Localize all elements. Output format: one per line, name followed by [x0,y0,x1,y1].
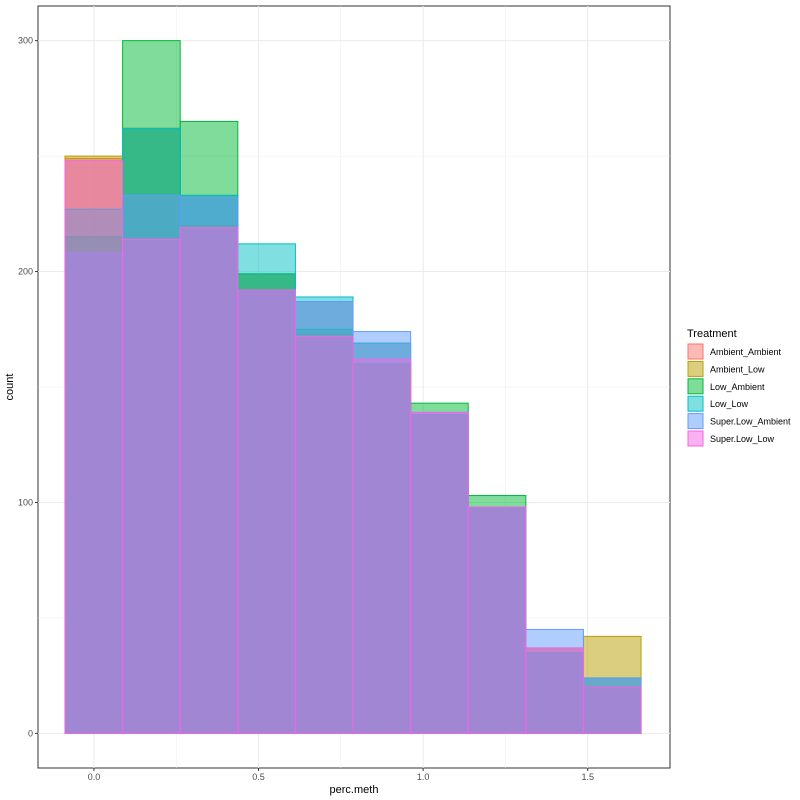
legend-key [687,378,704,395]
bar-super-low-low [294,335,354,734]
x-tick-label: 0.0 [88,772,101,782]
bar-super-low-low [64,160,124,734]
y-tick-label: 300 [18,36,33,46]
x-axis-title: perc.meth [330,784,379,796]
legend-key [687,343,704,360]
bar-super-low-low [352,358,412,734]
bar-super-low-low [525,647,584,734]
legend-label: Low_Ambient [710,382,765,392]
x-tick-label: 1.0 [417,772,430,782]
bar-super-low-low [237,289,296,734]
bar-super-low-low [410,411,469,734]
y-tick-label: 100 [18,497,33,507]
legend: Treatment Ambient_Ambient Ambient_Low Low_… [687,328,791,447]
legend-title: Treatment [687,328,737,340]
bar-super-low-low [582,686,642,734]
y-axis: 0 100 200 300 [18,36,38,738]
legend-key [687,413,704,430]
legend-key [687,395,704,412]
histogram-bars [64,40,642,734]
y-tick-label: 0 [28,728,33,738]
bar-super-low-low [179,227,239,734]
bar-super-low-low [467,506,527,734]
legend-label: Ambient_Low [710,364,765,374]
y-tick-label: 200 [18,267,33,277]
legend-key [687,360,704,377]
legend-label: Super.Low_Ambient [710,417,791,427]
legend-label: Ambient_Ambient [710,347,782,357]
x-tick-label: 0.5 [252,772,265,782]
legend-label: Super.Low_Low [710,434,775,444]
x-tick-label: 1.5 [581,772,594,782]
x-axis: 0.0 0.5 1.0 1.5 [88,768,594,782]
legend-key [687,430,704,447]
y-axis-title: count [4,374,16,401]
legend-label: Low_Low [710,399,749,409]
bar-super-low-low [122,238,181,734]
